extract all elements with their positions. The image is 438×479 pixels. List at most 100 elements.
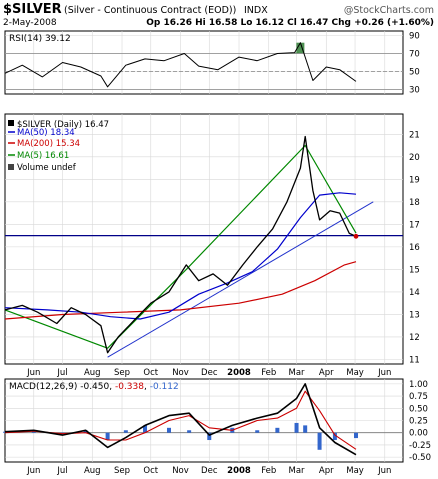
macd-sep-1: , — [109, 382, 115, 392]
macd-histogram-bar — [187, 430, 192, 433]
price-ytick-label: 16 — [409, 243, 420, 253]
price-ytick-label: 19 — [409, 175, 420, 185]
x-tick-label: May — [346, 466, 364, 476]
price-ytick-label: 17 — [409, 220, 420, 230]
rsi-ytick-label: 70 — [409, 50, 420, 60]
quote-date: 2-May-2008 — [3, 18, 57, 28]
price-legend: $SILVER (Daily) 16.47 MA(50) 18.34 MA(20… — [8, 120, 109, 173]
x-tick-label: Aug — [84, 466, 101, 476]
price-line — [4, 135, 357, 354]
price-ytick-label: 12 — [409, 333, 420, 343]
symbol-title: $SILVER — [3, 2, 62, 17]
x-tick-label: Aug — [84, 368, 101, 378]
symbol-description: (Silver - Continuous Contract (EOD)) — [64, 5, 236, 16]
macd-histogram-bar — [166, 427, 171, 433]
x-tick-label: Jul — [56, 466, 67, 476]
macd-title-main: MACD(12,26,9) — [9, 382, 80, 392]
price-ytick-label: 14 — [409, 288, 420, 298]
price-ytick-label: 20 — [409, 153, 420, 163]
price-ytick-label: 18 — [409, 198, 420, 208]
exchange-label: INDX — [244, 5, 268, 16]
x-tick-label: Nov — [172, 368, 189, 378]
macd-ytick-label: 1.00 — [409, 380, 428, 390]
x-tick-label: Feb — [261, 368, 276, 378]
price-trendline — [107, 201, 374, 358]
watermark: @StockCharts.com — [344, 5, 434, 16]
x-tick-label: Mar — [289, 466, 306, 476]
macd-ytick-label: 0.75 — [409, 392, 428, 402]
macd-histogram-bar — [317, 432, 322, 450]
price-panel — [4, 113, 404, 365]
legend-swatch-price — [8, 120, 14, 126]
macd-histogram-bar — [31, 431, 36, 433]
macd-histogram-bar — [83, 430, 88, 433]
macd-signal-line — [4, 390, 357, 450]
macd-histogram-bar — [105, 432, 110, 441]
ma5-line — [4, 144, 357, 349]
rsi-line — [4, 42, 357, 88]
macd-histogram-bar — [354, 432, 359, 439]
macd-signal-value: -0.338 — [115, 382, 144, 392]
x-tick-label: Dec — [201, 466, 218, 476]
macd-histogram-bar — [143, 425, 148, 433]
x-tick-label: Sep — [114, 466, 130, 476]
rsi-panel — [4, 30, 404, 95]
legend-volume: Volume undef — [17, 163, 77, 173]
x-tick-label: Oct — [143, 466, 158, 476]
macd-histogram-bar — [123, 430, 128, 433]
macd-histogram-bar — [332, 432, 337, 441]
x-tick-label: Sep — [114, 368, 130, 378]
macd-sep-2: , — [144, 382, 150, 392]
macd-ytick-label: 0.50 — [409, 404, 428, 414]
macd-histogram-bar — [275, 427, 280, 433]
x-tick-label: Oct — [143, 368, 158, 378]
x-tick-label: Jul — [56, 368, 67, 378]
macd-histogram-bar — [303, 425, 308, 433]
x-tick-label: 2008 — [227, 466, 251, 476]
quote-line: Op 16.26 Hi 16.58 Lo 16.12 Cl 16.47 Chg … — [146, 18, 434, 28]
price-ytick-label: 15 — [409, 265, 420, 275]
x-tick-label: Dec — [201, 368, 218, 378]
macd-ytick-label: -0.25 — [409, 441, 431, 451]
x-tick-label: Jun — [377, 466, 391, 476]
price-ytick-label: 21 — [409, 130, 420, 140]
x-tick-label: May — [346, 368, 364, 378]
macd-ytick-label: -0.50 — [409, 453, 431, 463]
price-ytick-label: 11 — [409, 355, 420, 365]
macd-title: MACD(12,26,9) -0.450, -0.338, -0.112 — [9, 382, 179, 392]
x-tick-label: Jun — [26, 368, 40, 378]
rsi-title: RSI(14) 39.12 — [9, 34, 71, 44]
macd-line — [4, 383, 357, 456]
legend-swatch-volume — [8, 164, 14, 170]
x-tick-label: Nov — [172, 466, 189, 476]
macd-histogram-bar — [294, 422, 299, 433]
macd-histogram-bar — [207, 432, 212, 441]
marks-layer: 30 50 70 90 11 12 13 14 15 16 17 18 19 20 21 Jun Jul Aug S… — [3, 32, 431, 476]
ma200-line — [4, 261, 357, 320]
rsi-ytick-label: 50 — [409, 68, 420, 78]
x-tick-label: Apr — [319, 368, 334, 378]
x-tick-label: 2008 — [227, 368, 251, 378]
macd-value: -0.450 — [80, 382, 109, 392]
legend-ma50: MA(50) 18.34 — [17, 128, 75, 138]
x-tick-label: Jun — [26, 466, 40, 476]
rsi-ytick-label: 30 — [409, 86, 420, 96]
x-tick-label: Mar — [289, 368, 306, 378]
price-ytick-label: 13 — [409, 310, 420, 320]
legend-ma5: MA(5) 16.61 — [17, 151, 69, 161]
x-tick-label: Apr — [319, 466, 334, 476]
x-tick-label: Feb — [261, 466, 276, 476]
ma50-line — [4, 192, 357, 320]
svg-text:MACD(12,26,9) -0.450, -0.338,: MACD(12,26,9) -0.450, -0.338, -0.112 — [9, 382, 179, 392]
legend-ma200: MA(200) 15.34 — [17, 139, 80, 149]
price-last-marker — [353, 233, 359, 239]
macd-hist-value: -0.112 — [150, 382, 179, 392]
x-tick-label: Jun — [377, 368, 391, 378]
macd-ytick-label: 0.25 — [409, 417, 428, 427]
macd-ytick-label: 0.00 — [409, 429, 428, 439]
macd-histogram-bar — [255, 430, 260, 433]
rsi-overbought-fill — [296, 42, 305, 54]
rsi-ytick-label: 90 — [409, 32, 420, 42]
legend-price: $SILVER (Daily) 16.47 — [17, 120, 109, 130]
